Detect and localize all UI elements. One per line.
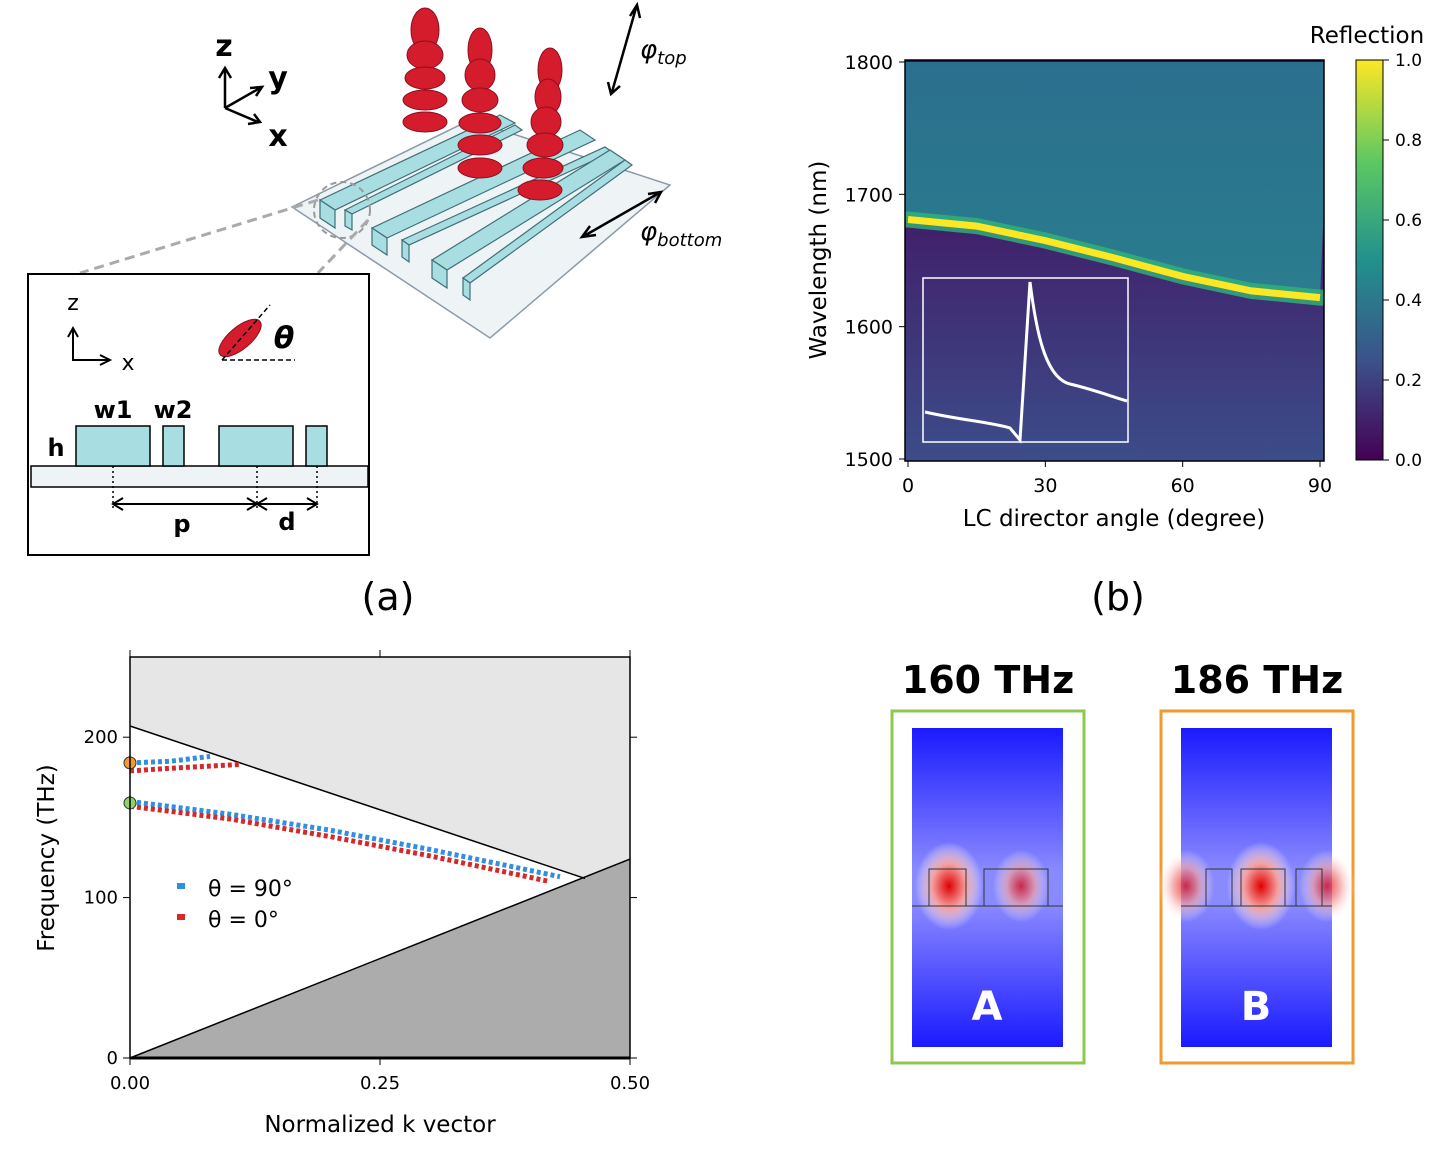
x-tick-label: 30 [1033,475,1057,497]
dim-arrows [111,497,319,511]
zoom-circle [313,181,371,239]
field-spot [915,841,983,931]
field-maps: 160 THz A 186 THz B [890,658,1355,1065]
y-tick-label: 200 [84,727,118,748]
axis-x: x [268,119,287,154]
structure-outline [1181,868,1332,907]
y-tick-label: 1800 [845,52,893,74]
inset-z: z [67,291,79,316]
field-spot [1158,849,1214,923]
substrate-section [30,465,369,488]
theta-guides [221,304,295,361]
colorbar-tick-label: 1.0 [1395,51,1422,71]
y-tick-label: 1700 [845,184,893,206]
field-title: 160 THz [902,658,1074,702]
inset-frame [922,277,1129,443]
legend-swatch [177,883,185,889]
series-line [129,762,551,885]
heat-bg-top [905,62,1324,298]
y-tick-label: 1500 [845,449,893,471]
phi-sub: top [657,48,687,69]
legend-label: θ = 0° [208,908,279,933]
colorbar-tick-label: 0.6 [1395,211,1422,231]
axis-z: z [215,29,232,64]
cross-section-box [27,273,370,556]
inset-x: x [121,351,134,376]
axis-arrows [217,1,664,239]
bar-sections [75,425,328,467]
dim-guides [112,466,318,510]
zoom-lines [79,198,370,275]
x-tick-label: 0.25 [360,1073,400,1094]
panel-label: (a) [362,575,415,619]
x-tick-label: 60 [1171,475,1195,497]
d-label: d [278,508,295,536]
y-tick-label: 100 [84,888,118,909]
y-axis-label: Wavelength (nm) [806,161,832,360]
phi-top: φtop [640,35,687,69]
structure-outline [912,868,1063,907]
field-spot [993,849,1049,923]
lc-molecules [402,7,564,201]
x-tick-label: 90 [1308,475,1332,497]
resonance-band [907,216,1321,302]
phi-symbol: φ [640,35,657,65]
white-region [130,725,585,1058]
phi-sub: bottom [657,230,722,251]
field-label: A [972,984,1003,1030]
phi-bottom: φbottom [640,217,722,251]
device-diagram: z y x φtop φbottom z x θ w1 w2 h p d [27,1,722,556]
field-spot [1227,841,1295,931]
theta-label: θ [274,321,295,356]
lc-molecule [218,318,262,358]
field-panel: 186 THz B [1158,658,1355,1065]
x-axis-label: LC director angle (degree) [963,506,1265,532]
colorbar-tick-label: 0.2 [1395,371,1422,391]
x-axis-label: Normalized k vector [264,1112,496,1138]
inset-axes [67,325,113,366]
colorbar-tick-label: 0.4 [1395,291,1422,311]
h-label: h [47,434,64,462]
w2-label: w2 [154,396,193,424]
field-spot [1299,849,1355,923]
plot-frame [904,59,1325,462]
y-tick-label: 0 [107,1048,118,1069]
series-line [129,753,561,880]
x-tick-label: 0.50 [610,1073,650,1094]
field-title: 186 THz [1171,658,1343,702]
phi-symbol: φ [640,217,657,247]
field-border [890,709,1086,1065]
colorbar-tick-label: 0.8 [1395,131,1422,151]
axis-y: y [268,61,288,96]
x-tick-label: 0.00 [110,1073,150,1094]
legend-label: θ = 90° [208,877,293,902]
colorbar [1355,59,1384,461]
p-label: p [173,510,190,538]
colorbar-tick-label: 0.0 [1395,451,1422,471]
y-axis-label: Frequency (THz) [34,764,60,952]
colorbar-label: Reflection [1310,23,1424,49]
field-label: B [1241,984,1272,1030]
panel-label: (b) [1091,575,1145,619]
w1-label: w1 [94,396,133,424]
legend-swatch [177,914,185,920]
y-tick-label: 1600 [845,317,893,339]
light-line [129,725,586,880]
substrate-line [129,858,631,1059]
heatmap [905,60,1324,461]
inset-curve [924,281,1128,444]
field-panel: 160 THz A [890,658,1086,1065]
x-tick-label: 0 [902,475,914,497]
